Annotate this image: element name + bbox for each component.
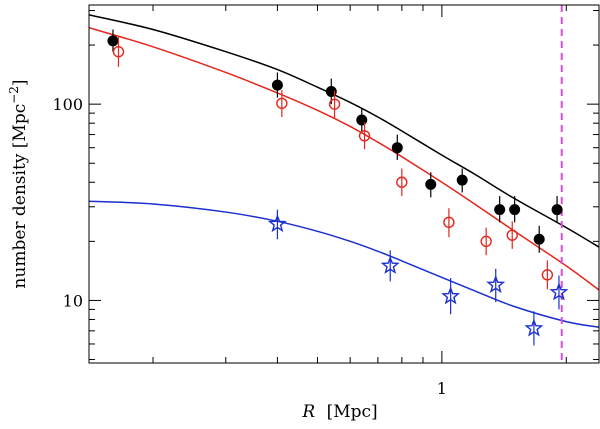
x-axis-label-var: R [301, 402, 315, 422]
data-point-filled-circle [509, 204, 521, 216]
y-axis-label-sup: −2 [7, 86, 21, 104]
data-point-filled-circle [107, 35, 119, 47]
data-point-filled-circle [425, 178, 437, 190]
data-point-open-circle [506, 229, 518, 241]
data-point-filled-circle [391, 142, 403, 154]
data-point-open-circle [112, 46, 125, 58]
fit-curve [89, 200, 599, 329]
data-point-star [441, 286, 461, 305]
data-point-filled-circle [551, 204, 563, 216]
data-point-filled-circle [356, 114, 368, 126]
axis-ticks [89, 5, 599, 363]
tick-labels: 1 10 100 [52, 95, 447, 398]
data-point-open-circle [541, 269, 554, 281]
data-point-open-circle [328, 98, 341, 110]
x-tick-label: 1 [437, 379, 447, 398]
y-axis-label-main: number density [Mpc [10, 104, 30, 289]
data-point-filled-circle [533, 233, 545, 245]
data-point-star [267, 214, 287, 233]
data-point-filled-circle [494, 204, 506, 216]
x-axis-label: R [Mpc] [301, 402, 377, 422]
plot-frame [88, 4, 600, 364]
y-axis-label-close: ] [10, 79, 30, 86]
data-point-open-circle [358, 130, 371, 142]
y-axis-label: number density [Mpc−2] [7, 79, 30, 288]
data-point-open-circle [480, 235, 492, 248]
y-tick-label: 100 [52, 95, 83, 114]
data-point-open-circle [443, 216, 455, 229]
data-point-filled-circle [271, 79, 283, 91]
data-point-filled-circle [456, 174, 468, 186]
fit-curve [89, 14, 599, 248]
y-tick-label: 10 [63, 291, 83, 310]
data-points [107, 29, 569, 346]
fit-curves [89, 14, 599, 329]
fit-curve [89, 27, 599, 291]
data-point-filled-circle [325, 85, 337, 97]
x-axis-label-unit: [Mpc] [327, 402, 378, 422]
data-point-open-circle [396, 176, 408, 188]
data-point-star [524, 318, 544, 337]
data-point-star [549, 282, 569, 301]
data-point-star [380, 255, 400, 274]
data-point-open-circle [276, 97, 288, 110]
data-point-star [486, 274, 506, 293]
